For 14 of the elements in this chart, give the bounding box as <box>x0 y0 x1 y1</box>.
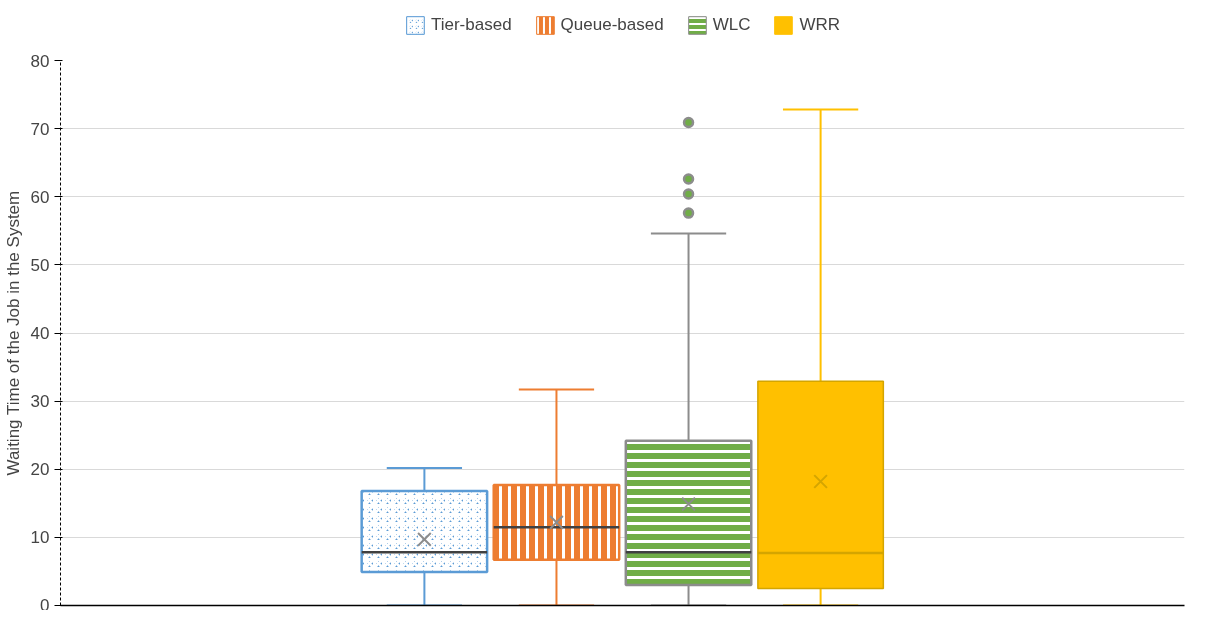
y-tick-label: 60 <box>30 187 50 207</box>
y-tick-label: 0 <box>40 595 50 615</box>
y-axis-title: Waiting Time of the Job in the System <box>3 190 23 476</box>
y-tick-label: 80 <box>30 51 50 71</box>
y-tick-label: 70 <box>30 119 50 139</box>
legend-label: Queue-based <box>560 15 664 35</box>
legend-label: Tier-based <box>430 15 512 35</box>
y-tick-label: 10 <box>30 528 50 548</box>
legend-label: WLC <box>712 15 751 35</box>
y-tick-label: 30 <box>30 392 50 412</box>
y-tick-label: 20 <box>30 460 50 480</box>
legend-label: WRR <box>799 15 841 35</box>
y-tick-label: 40 <box>30 324 50 343</box>
y-tick-label: 50 <box>30 255 50 275</box>
